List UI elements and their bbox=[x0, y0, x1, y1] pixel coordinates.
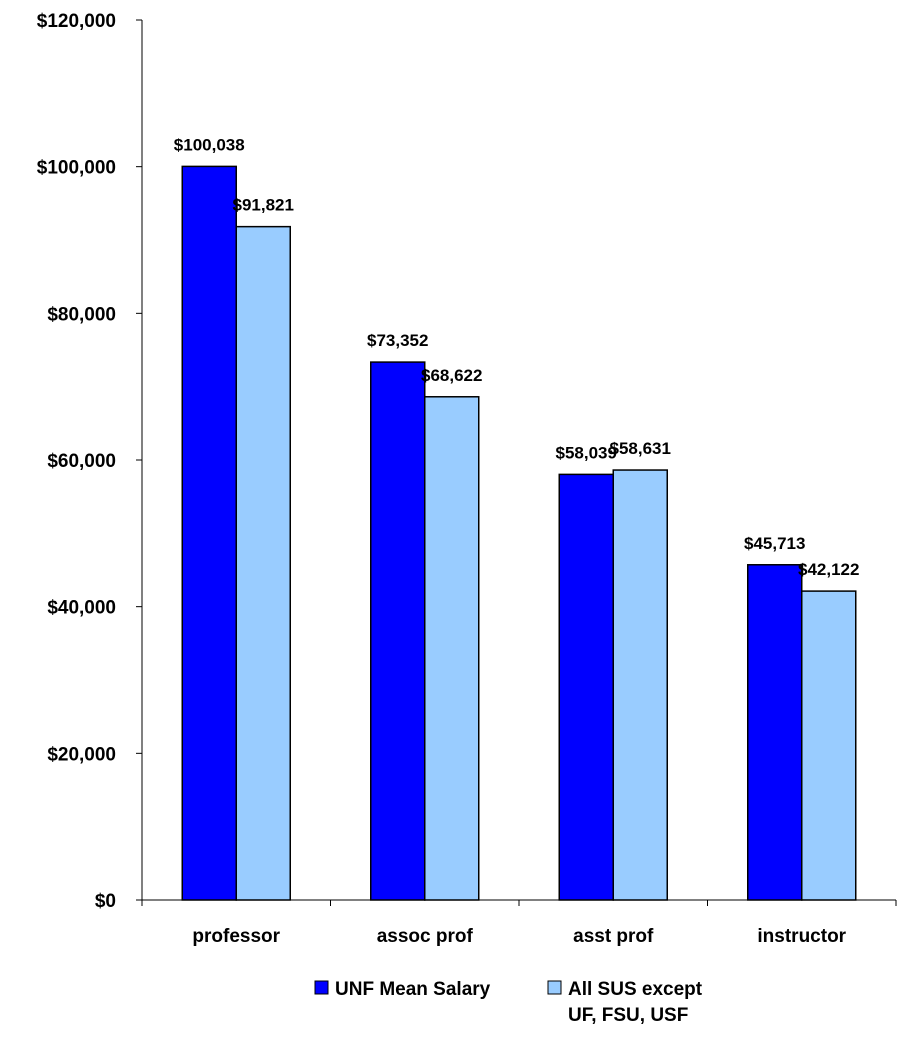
axes: $0 $20,000 $40,000 $60,000 $80,000 $100,000 $1… bbox=[37, 11, 897, 947]
bar bbox=[612, 469, 668, 901]
legend: UNF Mean Salary All SUS except UF, FSU, US… bbox=[314, 979, 703, 1026]
y-tick-label: $20,000 bbox=[47, 744, 116, 765]
bar bbox=[424, 396, 480, 901]
legend-label: UF, FSU, USF bbox=[568, 1005, 688, 1026]
data-label: $73,352 bbox=[367, 331, 428, 350]
y-tick-label: $40,000 bbox=[47, 598, 116, 619]
data-label: $58,631 bbox=[610, 439, 671, 458]
bar bbox=[235, 225, 291, 901]
x-category-label: assoc prof bbox=[377, 926, 474, 947]
y-tick-label: $100,000 bbox=[37, 158, 116, 179]
bar bbox=[370, 361, 426, 901]
bar bbox=[801, 590, 857, 901]
y-tick-label: $120,000 bbox=[37, 11, 116, 32]
bar bbox=[747, 564, 803, 901]
y-tick-label: $60,000 bbox=[47, 451, 116, 472]
y-tick-label: $80,000 bbox=[47, 304, 116, 325]
bar bbox=[558, 473, 614, 901]
x-category-label: asst prof bbox=[573, 926, 654, 947]
legend-label: UNF Mean Salary bbox=[335, 979, 491, 1000]
x-category-label: professor bbox=[192, 926, 280, 947]
data-labels: $100,038 $91,821 $73,352 $68,622 $58,039$58,… bbox=[174, 135, 860, 579]
legend-label: All SUS except bbox=[568, 979, 703, 1000]
data-label: $58,039 bbox=[556, 443, 617, 462]
data-label: $68,622 bbox=[421, 366, 482, 385]
bars bbox=[181, 165, 857, 901]
y-tick-label: $0 bbox=[95, 891, 116, 912]
data-label: $91,821 bbox=[233, 196, 294, 215]
bar bbox=[181, 165, 237, 901]
x-category-label: instructor bbox=[757, 926, 846, 947]
data-label: $100,038 bbox=[174, 135, 245, 154]
data-label: $42,122 bbox=[798, 560, 859, 579]
legend-swatch bbox=[547, 980, 562, 995]
data-label: $45,713 bbox=[744, 534, 805, 553]
legend-swatch bbox=[314, 980, 329, 995]
